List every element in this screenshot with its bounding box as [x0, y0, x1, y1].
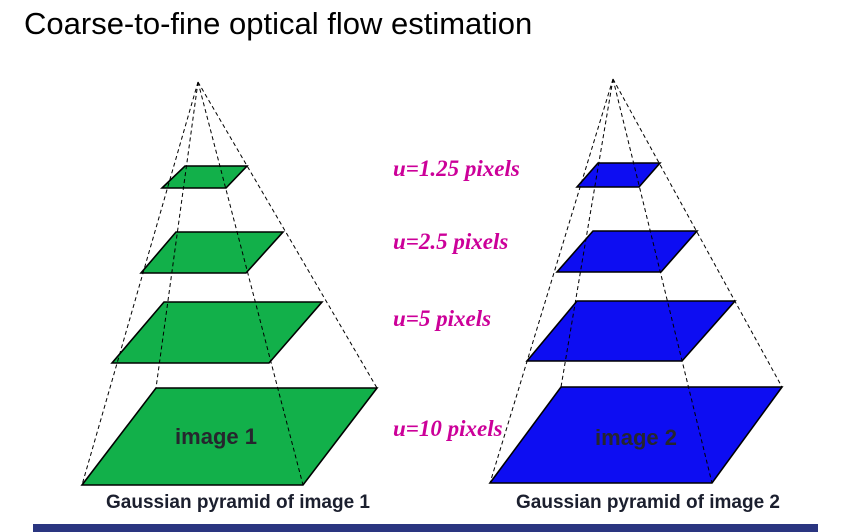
- pyramid1-image-label: image 1: [175, 424, 257, 449]
- pyramid-1: [80, 81, 379, 486]
- slide-title: Coarse-to-fine optical flow estimation: [24, 6, 533, 41]
- pyramid2-level-1: [575, 162, 662, 188]
- pyramid1-caption: Gaussian pyramid of image 1: [106, 492, 370, 513]
- pyramid1-level-1: [160, 165, 249, 189]
- bottom-edge-bar: [33, 524, 818, 532]
- flow-label-u-10: u=10 pixels: [393, 416, 503, 441]
- pyramid2-level-2: [555, 230, 699, 273]
- pyramid-2: [488, 78, 784, 484]
- pyramid2-projection-line-top-left: [560, 78, 614, 388]
- pyramid2-projection-line-top-right: [612, 78, 783, 388]
- pyramid1-projection-line-top-left: [155, 81, 199, 389]
- flow-label-u-2-5: u=2.5 pixels: [393, 229, 509, 254]
- flow-label-u-5: u=5 pixels: [393, 306, 492, 331]
- pyramid2-projection-line-bottom-left: [489, 78, 614, 484]
- pyramid1-level-2: [139, 231, 285, 274]
- pyramid2-projection-line-bottom-right: [612, 78, 713, 484]
- pyramid1-level-3: [110, 301, 324, 364]
- pyramid1-projection-line-top-right: [197, 81, 378, 389]
- pyramid2-image-label: image 2: [595, 425, 677, 450]
- pyramid2-level-3: [525, 300, 737, 362]
- flow-label-u-1-25: u=1.25 pixels: [393, 156, 520, 181]
- pyramid2-caption: Gaussian pyramid of image 2: [516, 492, 780, 513]
